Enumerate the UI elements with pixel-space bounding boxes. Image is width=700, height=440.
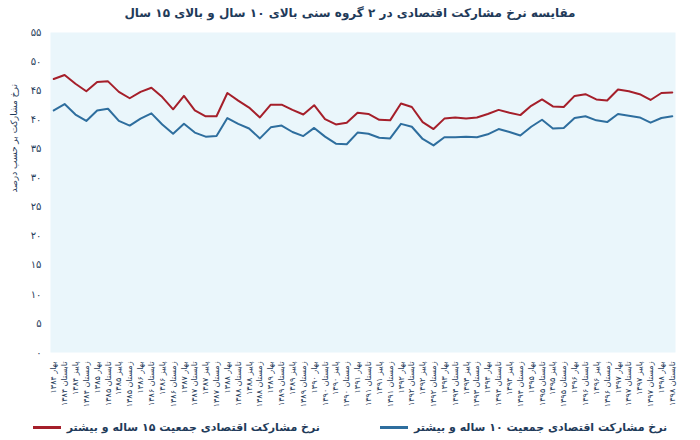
svg-text:زمستان ۱۳۹۶: زمستان ۱۳۹۶: [603, 361, 612, 407]
svg-text:زمستان ۱۳۹۷: زمستان ۱۳۹۷: [646, 361, 655, 407]
svg-text:پاییز ۱۳۹۱: پاییز ۱۳۹۱: [375, 362, 384, 395]
svg-text:زمستان ۱۳۸۷: زمستان ۱۳۸۷: [212, 361, 221, 407]
svg-text:پاییز ۱۳۹۴: پاییز ۱۳۹۴: [505, 362, 514, 395]
svg-text:۵: ۵: [36, 318, 41, 329]
svg-text:پاییز ۱۳۹۵: پاییز ۱۳۹۵: [548, 362, 557, 395]
svg-text:تابستان ۱۳۹۱: تابستان ۱۳۹۱: [364, 362, 373, 406]
svg-text:۴۰: ۴۰: [31, 114, 42, 125]
svg-text:زمستان ۱۳۸۶: زمستان ۱۳۸۶: [169, 361, 178, 407]
svg-text:۲۰: ۲۰: [31, 230, 42, 241]
svg-text:تابستان ۱۳۹۶: تابستان ۱۳۹۶: [581, 362, 590, 406]
svg-text:تابستان ۱۳۸۴: تابستان ۱۳۸۴: [60, 362, 69, 406]
svg-text:۳۰: ۳۰: [31, 172, 42, 183]
svg-text:بهار ۱۳۹۵: بهار ۱۳۹۵: [527, 362, 536, 394]
svg-text:پاییز ۱۳۸۹: پاییز ۱۳۸۹: [288, 362, 297, 395]
svg-text:بهار ۱۳۹۴: بهار ۱۳۹۴: [483, 362, 492, 394]
svg-text:بهار ۱۳۸۴: بهار ۱۳۸۴: [49, 362, 58, 394]
svg-text:پاییز ۱۳۹۶: پاییز ۱۳۹۶: [592, 362, 601, 395]
html-text:نرخ مشارکت اقتصادی جمعیت ۱۵ سا: نرخ مشارکت اقتصادی جمعیت ۱۵ ساله و بیشتر: [66, 420, 320, 434]
svg-text:تابستان ۱۳۹۰: تابستان ۱۳۹۰: [321, 362, 330, 406]
svg-text:۴۵: ۴۵: [31, 85, 42, 96]
svg-text:پاییز ۱۳۸۷: پاییز ۱۳۸۷: [201, 362, 210, 395]
html-text:مقایسه نرخ مشارکت اقتصادی در ۲: مقایسه نرخ مشارکت اقتصادی در ۲ گروه سنی …: [124, 6, 576, 20]
svg-text:تابستان ۱۳۹۵: تابستان ۱۳۹۵: [538, 362, 547, 406]
svg-text:بهار ۱۳۸۶: بهار ۱۳۸۶: [136, 362, 145, 394]
svg-text:تابستان ۱۳۸۹: تابستان ۱۳۸۹: [277, 362, 286, 406]
svg-text:۳۵: ۳۵: [31, 143, 42, 154]
svg-text:۵۵: ۵۵: [31, 27, 42, 38]
svg-text:زمستان ۱۳۹۰: زمستان ۱۳۹۰: [342, 361, 351, 407]
svg-text:بهار ۱۳۸۵: بهار ۱۳۸۵: [93, 362, 102, 394]
svg-text:تابستان ۱۳۸۶: تابستان ۱۳۸۶: [147, 362, 156, 406]
svg-text:زمستان ۱۳۹۳: زمستان ۱۳۹۳: [472, 361, 481, 407]
svg-text:پاییز ۱۳۸۴: پاییز ۱۳۸۴: [71, 362, 80, 395]
svg-text:زمستان ۱۳۸۸: زمستان ۱۳۸۸: [255, 361, 264, 407]
svg-text:بهار ۱۳۹۰: بهار ۱۳۹۰: [310, 362, 319, 394]
svg-text:پاییز ۱۳۹۳: پاییز ۱۳۹۳: [462, 362, 471, 395]
svg-text:بهار ۱۳۹۷: بهار ۱۳۹۷: [614, 362, 623, 394]
svg-text:۱۰: ۱۰: [31, 289, 42, 300]
svg-text:زمستان ۱۳۸۹: زمستان ۱۳۸۹: [299, 361, 308, 407]
svg-text:بهار ۱۳۹۱: بهار ۱۳۹۱: [353, 362, 362, 394]
svg-text:تابستان ۱۳۹۳: تابستان ۱۳۹۳: [451, 362, 460, 406]
svg-text:پاییز ۱۳۹۰: پاییز ۱۳۹۰: [331, 362, 340, 395]
svg-text:پاییز ۱۳۸۸: پاییز ۱۳۸۸: [245, 362, 254, 395]
svg-text:تابستان ۱۳۸۸: تابستان ۱۳۸۸: [234, 362, 243, 406]
svg-text:۲۵: ۲۵: [31, 201, 42, 212]
svg-text:بهار ۱۳۸۹: بهار ۱۳۸۹: [266, 362, 275, 394]
svg-text:نرخ مشارکت بر حسب درصد: نرخ مشارکت بر حسب درصد: [9, 84, 19, 192]
svg-text:زمستان ۱۳۸۵: زمستان ۱۳۸۵: [125, 361, 134, 407]
svg-text:بهار ۱۳۹۶: بهار ۱۳۹۶: [570, 362, 579, 394]
svg-text:پاییز ۱۳۹۷: پاییز ۱۳۹۷: [635, 362, 644, 395]
svg-text:بهار ۱۳۹۳: بهار ۱۳۹۳: [440, 362, 449, 394]
svg-text:پاییز ۱۳۸۶: پاییز ۱۳۸۶: [158, 362, 167, 395]
svg-text:تابستان ۱۳۹۲: تابستان ۱۳۹۲: [407, 362, 416, 406]
svg-text:زمستان ۱۳۹۲: زمستان ۱۳۹۲: [429, 361, 438, 407]
svg-text:تابستان ۱۳۹۸: تابستان ۱۳۹۸: [668, 362, 677, 406]
svg-text:تابستان ۱۳۹۷: تابستان ۱۳۹۷: [624, 362, 633, 406]
svg-text:۰: ۰: [36, 347, 41, 358]
svg-text:بهار ۱۳۸۷: بهار ۱۳۸۷: [180, 362, 189, 394]
svg-text:۱۵: ۱۵: [31, 259, 42, 270]
svg-text:پاییز ۱۳۹۲: پاییز ۱۳۹۲: [418, 362, 427, 395]
svg-text:تابستان ۱۳۹۴: تابستان ۱۳۹۴: [494, 362, 503, 406]
svg-text:زمستان ۱۳۹۵: زمستان ۱۳۹۵: [559, 361, 568, 407]
svg-text:تابستان ۱۳۸۵: تابستان ۱۳۸۵: [104, 362, 113, 406]
html-text:نرخ مشارکت اقتصادی جمعیت ۱۰ سا: نرخ مشارکت اقتصادی جمعیت ۱۰ ساله و بیشتر: [414, 420, 668, 434]
svg-text:زمستان ۱۳۸۴: زمستان ۱۳۸۴: [82, 361, 91, 407]
svg-text:بهار ۱۳۸۸: بهار ۱۳۸۸: [223, 362, 232, 394]
svg-text:زمستان ۱۳۹۴: زمستان ۱۳۹۴: [516, 361, 525, 407]
svg-text:تابستان ۱۳۸۷: تابستان ۱۳۸۷: [190, 362, 199, 406]
svg-text:بهار ۱۳۹۲: بهار ۱۳۹۲: [397, 362, 406, 394]
svg-text:پاییز ۱۳۸۵: پاییز ۱۳۸۵: [114, 362, 123, 395]
svg-text:۵۰: ۵۰: [31, 56, 42, 67]
svg-text:زمستان ۱۳۹۱: زمستان ۱۳۹۱: [386, 361, 395, 407]
svg-text:بهار ۱۳۹۸: بهار ۱۳۹۸: [657, 362, 666, 394]
